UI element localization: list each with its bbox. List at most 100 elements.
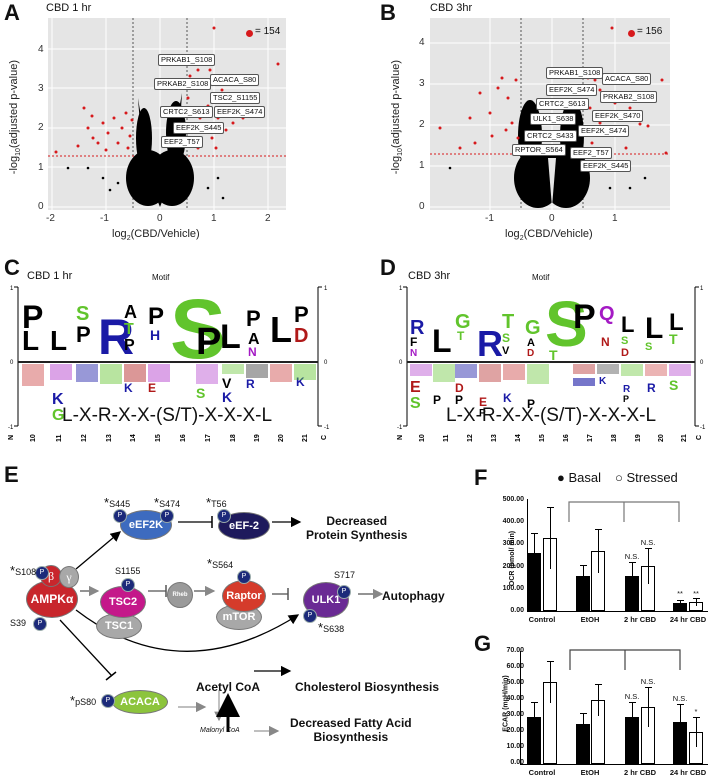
svg-text:H: H (150, 327, 160, 343)
svg-text:K: K (296, 375, 305, 389)
svg-text:21: 21 (302, 434, 309, 442)
svg-text:D: D (294, 325, 308, 347)
svg-text:R: R (246, 377, 255, 391)
panel-letter-a: A (4, 0, 20, 25)
phospho-icon: P (237, 570, 251, 584)
legend-stressed: ○ Stressed (615, 470, 678, 485)
tsc2-node: TSC2 (100, 586, 146, 618)
gene-label: PRKAB2_S108 (600, 91, 658, 103)
svg-text:S: S (502, 331, 510, 345)
svg-text:13: 13 (491, 434, 498, 442)
svg-text:A: A (527, 337, 535, 349)
svg-text:K: K (503, 391, 512, 405)
panel-d-subtitle: Motif (532, 273, 550, 282)
site-s474: *S474 (154, 495, 181, 510)
phospho-icon: P (33, 617, 47, 631)
gene-label: CRTC2_S613 (160, 106, 213, 118)
svg-text:R: R (477, 323, 503, 364)
outcome-autophagy: Autophagy (382, 589, 445, 603)
gene-label: CRTC2_S433 (524, 130, 577, 142)
outcome-decreased-protein-synthesis: Decreased Protein Synthesis (306, 514, 408, 542)
site-t56: *T56 (206, 495, 227, 510)
svg-text:10: 10 (30, 434, 37, 442)
sequence-logo-c: 10-1 10-1 P L L S P R A T P P H S P L P … (8, 282, 330, 442)
phospho-icon: P (337, 585, 351, 599)
outcome-decreased-fatty-acid-biosynthesis: Decreased Fatty Acid Biosynthesis (290, 716, 412, 744)
svg-text:V: V (502, 345, 510, 357)
gene-label: EEF2K_S470 (592, 110, 644, 122)
svg-text:P: P (246, 306, 261, 331)
svg-text:S: S (196, 385, 205, 401)
svg-text:L: L (50, 325, 67, 356)
svg-text:P: P (148, 303, 164, 330)
svg-text:17: 17 (205, 434, 212, 442)
svg-text:0: 0 (700, 360, 704, 366)
svg-text:P: P (294, 302, 309, 327)
svg-text:G: G (455, 311, 471, 333)
acaca-node: ACACA (112, 690, 168, 714)
panel-letter-e: E (4, 462, 19, 487)
svg-text:N: N (601, 335, 610, 349)
gene-label: PRKAB1_S108 (546, 67, 604, 79)
gene-label: EEF2K_S474 (578, 125, 630, 137)
gene-label: ULK1_S638 (530, 113, 577, 125)
panel-a-title: CBD 1 hr (46, 2, 92, 14)
gene-label: EEF2K_S474 (546, 84, 598, 96)
svg-text:R: R (647, 381, 656, 395)
svg-text:13: 13 (106, 434, 113, 442)
svg-text:L: L (22, 325, 39, 356)
svg-text:15: 15 (539, 434, 546, 442)
x-axis-label-a: log2(CBD/Vehicle) (112, 228, 200, 243)
phospho-icon: P (160, 509, 174, 523)
svg-text:K: K (222, 389, 232, 405)
svg-text:T: T (502, 311, 514, 333)
x-axis-label-b: log2(CBD/Vehicle) (505, 228, 593, 243)
phospho-icon: P (101, 694, 115, 708)
svg-text:T: T (124, 321, 134, 338)
svg-text:L: L (669, 309, 684, 336)
phospho-icon: P (217, 509, 231, 523)
site-s108: *S108 (10, 563, 37, 578)
significant-count-a: = 154 (255, 26, 281, 37)
svg-text:19: 19 (254, 434, 261, 442)
raptor-node: Raptor (222, 580, 266, 612)
svg-text:0: 0 (324, 360, 328, 366)
svg-text:-1: -1 (397, 425, 403, 431)
svg-text:T: T (457, 329, 465, 343)
significant-legend-dot-b (628, 30, 635, 37)
svg-text:P: P (124, 337, 135, 354)
svg-text:0: 0 (10, 360, 14, 366)
legend-basal: ● Basal (557, 470, 602, 485)
svg-text:L: L (270, 309, 292, 350)
motif-consensus-c: L-X-R-X-X-(S/T)-X-X-X-L (62, 405, 273, 426)
svg-text:Q: Q (599, 303, 615, 325)
svg-text:C: C (321, 435, 328, 440)
svg-text:S: S (545, 288, 588, 360)
y-axis-label-a: -log10(adjusted p-value) (8, 59, 23, 175)
svg-text:P: P (22, 299, 43, 335)
outcome-cholesterol-biosynthesis: Cholesterol Biosynthesis (295, 680, 440, 694)
svg-text:14: 14 (515, 434, 522, 442)
svg-text:L: L (645, 312, 663, 345)
svg-text:N: N (397, 435, 404, 440)
svg-text:21: 21 (681, 434, 688, 442)
svg-text:S: S (170, 282, 226, 376)
svg-text:E: E (410, 379, 421, 396)
svg-text:20: 20 (658, 434, 665, 442)
svg-text:-1: -1 (700, 425, 706, 431)
svg-text:1: 1 (324, 286, 328, 292)
svg-text:S: S (645, 341, 652, 353)
svg-text:16: 16 (563, 434, 570, 442)
gene-label: TSC2_S1155 (210, 92, 261, 104)
svg-text:D: D (527, 348, 534, 359)
svg-text:L: L (621, 312, 634, 337)
svg-text:P: P (623, 394, 629, 404)
svg-text:0: 0 (399, 360, 403, 366)
site-s564: *S564 (207, 556, 234, 571)
svg-text:11: 11 (443, 434, 450, 442)
svg-text:P: P (433, 393, 441, 407)
svg-text:R: R (623, 384, 631, 395)
volcano-plot-area-b: = 156 PRKAB1_S108 ACACA_S80 EEF2K_S474 P… (430, 18, 670, 210)
svg-text:P: P (527, 397, 535, 411)
open-circle-icon: ○ (615, 470, 623, 485)
